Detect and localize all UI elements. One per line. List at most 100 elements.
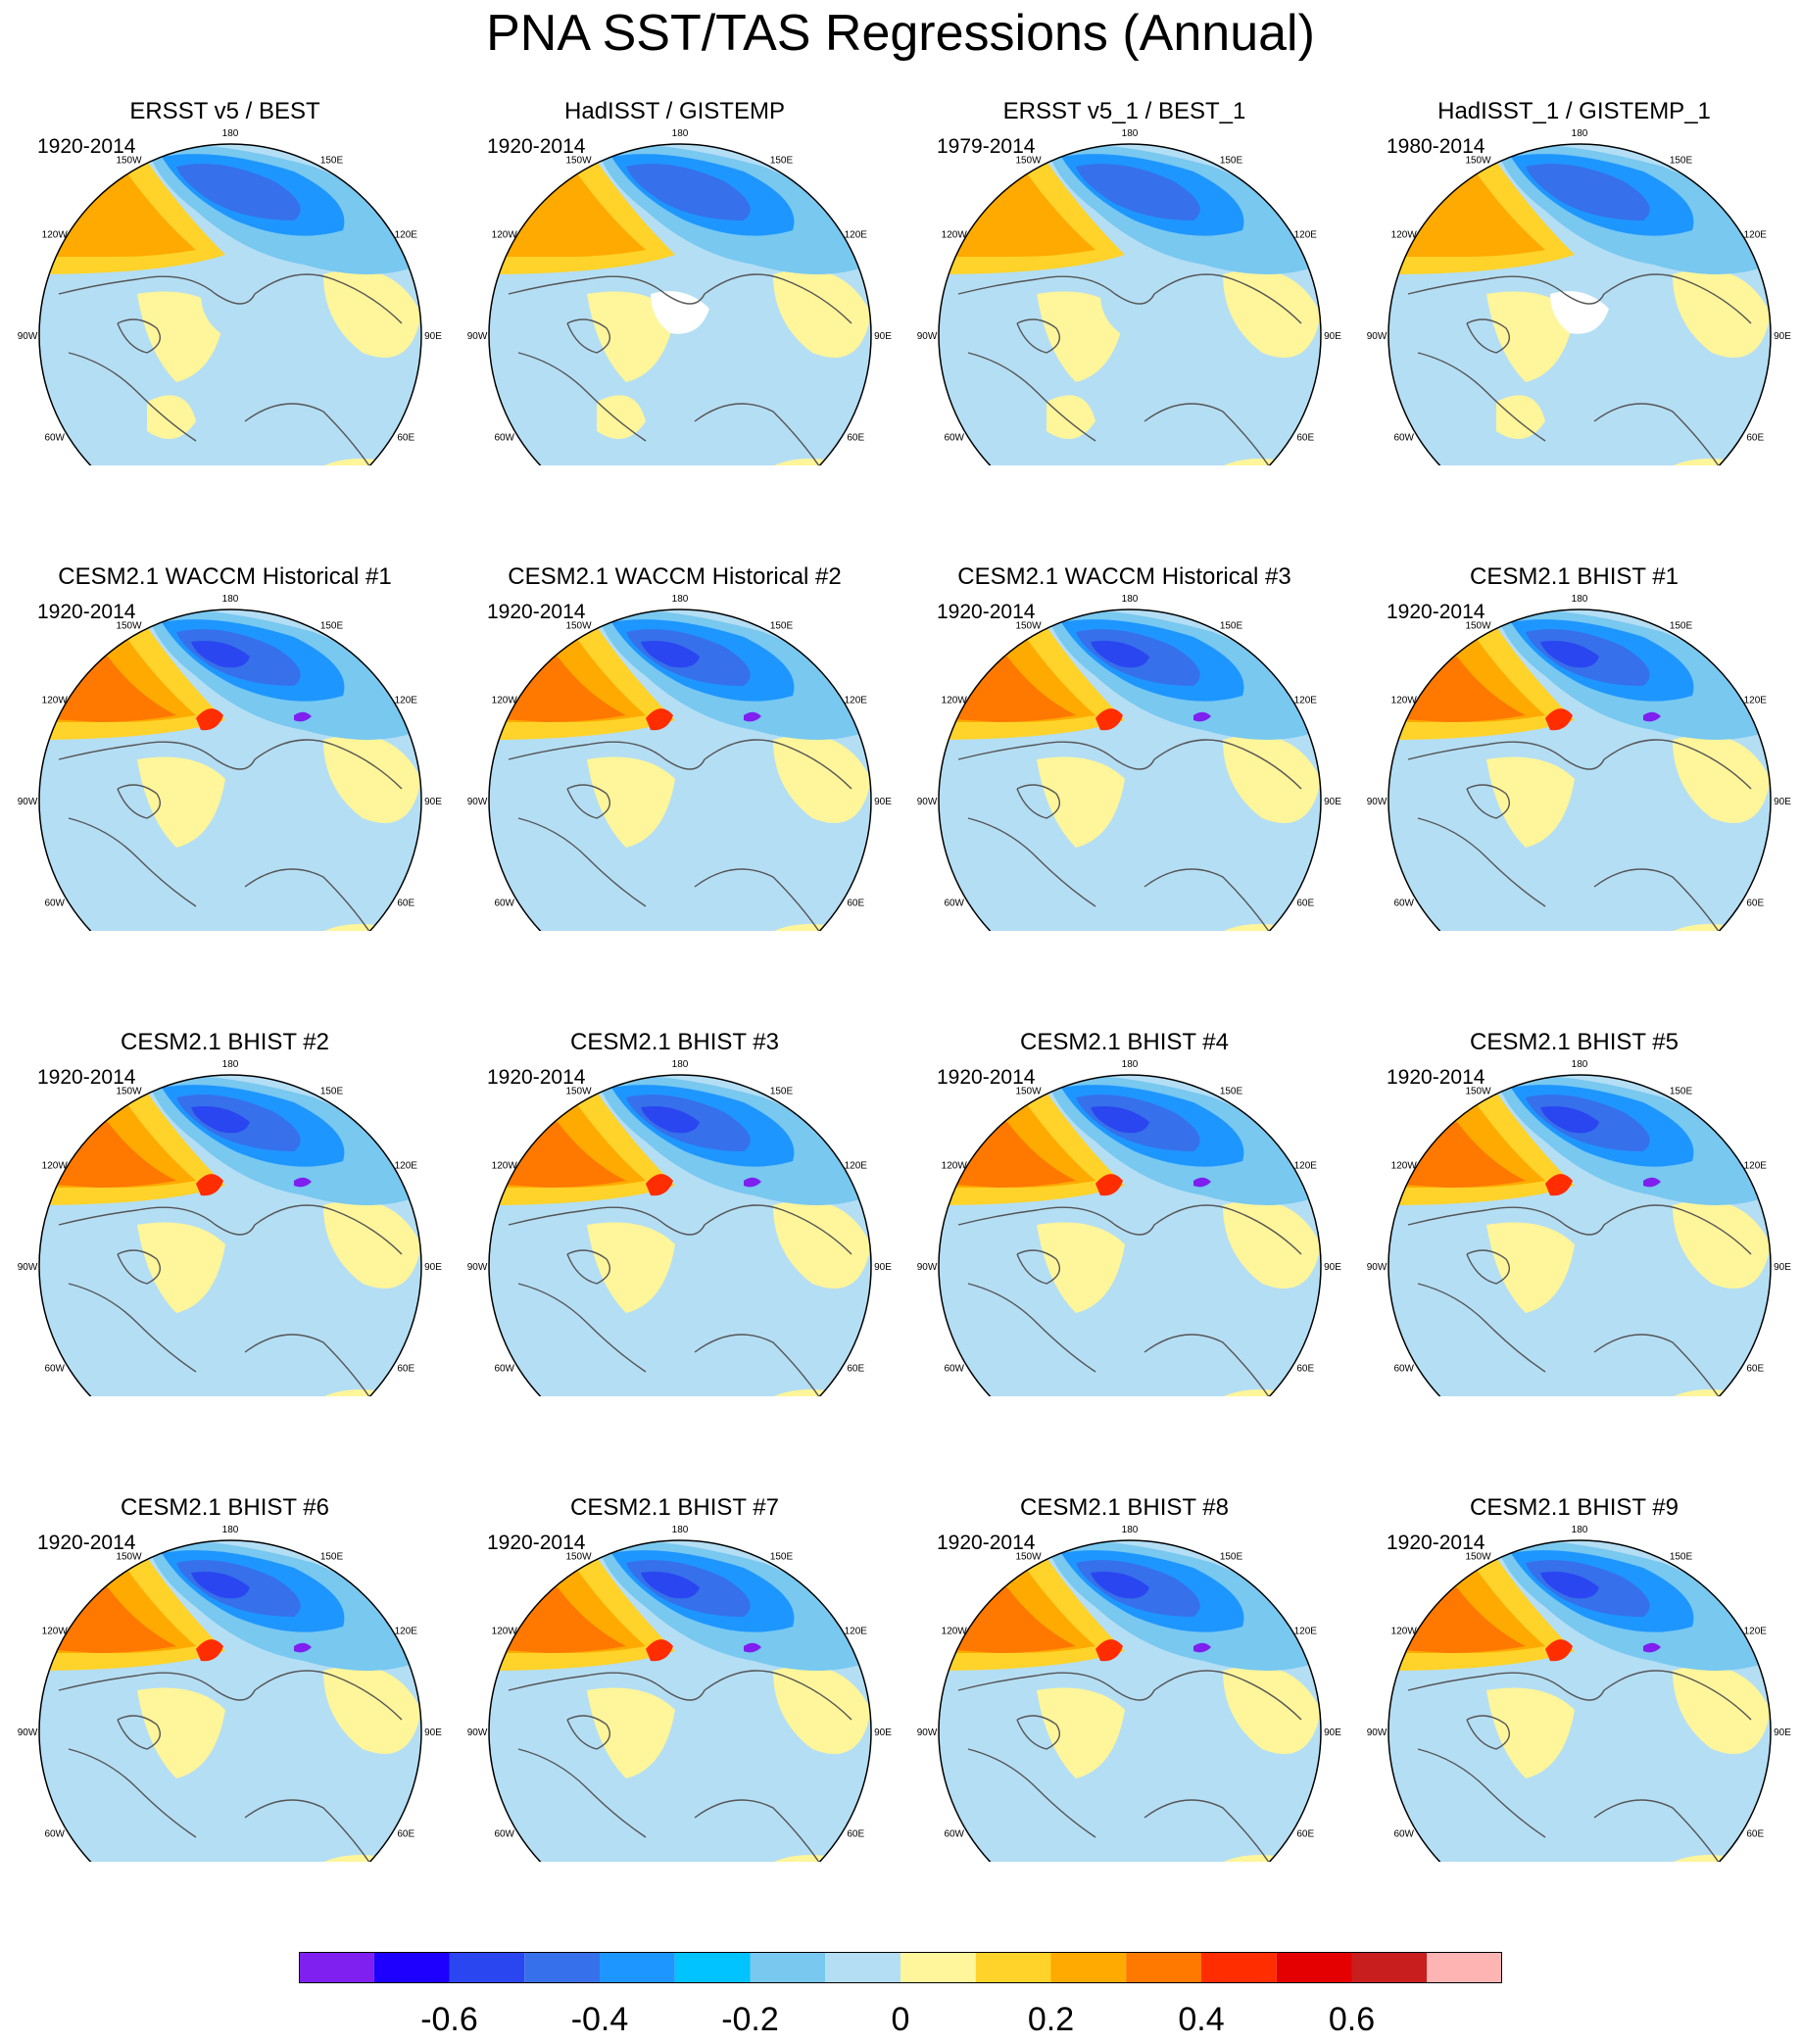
longitude-label: 150W [1465, 1552, 1491, 1563]
panel-title: ERSST v5_1 / BEST_1 [1002, 98, 1246, 124]
longitude-label: 60W [494, 1364, 514, 1375]
longitude-label: 150E [320, 1087, 344, 1097]
longitude-label: 180 [672, 128, 689, 139]
map-panel: 180150E120E90E60E30E030W60W90W120W150WCE… [900, 1396, 1349, 1862]
longitude-label: 180 [222, 1059, 239, 1070]
longitude-label: 120E [395, 1627, 418, 1637]
polar-map: 180150E120E90E60E30E030W60W90W120W150W [467, 594, 892, 931]
longitude-label: 60W [44, 1829, 65, 1840]
longitude-label: 150E [770, 1552, 794, 1563]
panel-title: CESM2.1 BHIST #7 [570, 1494, 779, 1521]
longitude-label: 120E [1744, 696, 1768, 706]
longitude-label: 120E [845, 696, 868, 706]
longitude-label: 150W [1015, 156, 1042, 167]
panel-period: 1980-2014 [1387, 135, 1485, 158]
colorbar-swatch [674, 1952, 751, 1983]
polar-map: 180150E120E90E60E30E030W60W90W120W150W [467, 128, 892, 465]
longitude-label: 150E [320, 621, 344, 632]
coastline [957, 273, 1302, 465]
longitude-label: 90W [18, 1728, 38, 1738]
longitude-label: 60W [944, 1829, 964, 1840]
longitude-label: 150E [1220, 1552, 1243, 1563]
panel-period: 1920-2014 [37, 1066, 136, 1089]
longitude-label: 60W [494, 1829, 514, 1840]
longitude-label: 120E [845, 1161, 868, 1172]
map-panel: 180150E120E90E60E30E030W60W90W120W150WCE… [0, 1396, 450, 1862]
longitude-label: 150W [1015, 1087, 1042, 1097]
colorbar-tick-label: -0.4 [571, 2001, 629, 2038]
coastline [58, 273, 403, 465]
longitude-label: 90E [1324, 797, 1341, 807]
longitude-label: 120W [1391, 696, 1418, 706]
longitude-label: 60W [1393, 899, 1414, 909]
longitude-label: 90E [424, 797, 442, 807]
map-panel: 180150E120E90E60E30E030W60W90W120W150WCE… [1349, 465, 1799, 931]
longitude-label: 150W [1015, 621, 1042, 632]
longitude-label: 90W [18, 331, 38, 342]
regression-field [1388, 1075, 1771, 1396]
longitude-label: 120E [395, 1161, 418, 1172]
longitude-label: 90W [18, 1262, 38, 1273]
longitude-label: 90E [874, 331, 892, 342]
longitude-label: 60W [1393, 1364, 1414, 1375]
colorbar-swatch [900, 1952, 976, 1983]
panel-period: 1920-2014 [1387, 1532, 1485, 1554]
longitude-label: 90W [917, 797, 938, 807]
coastline [58, 739, 403, 931]
longitude-label: 120E [1744, 230, 1768, 241]
longitude-label: 90W [467, 1262, 488, 1273]
longitude-label: 150W [1465, 156, 1491, 167]
longitude-label: 90E [424, 1262, 442, 1273]
longitude-label: 120W [942, 1627, 968, 1637]
longitude-label: 150W [116, 1087, 142, 1097]
polar-map: 180150E120E90E60E30E030W60W90W120W150W [1367, 1059, 1791, 1396]
coastline [508, 1670, 852, 1862]
panel-period: 1920-2014 [37, 1532, 136, 1554]
longitude-label: 180 [1572, 1525, 1588, 1535]
longitude-label: 90E [874, 797, 892, 807]
longitude-label: 90E [1324, 331, 1341, 342]
panel-title: CESM2.1 BHIST #5 [1470, 1029, 1679, 1055]
longitude-label: 150E [770, 621, 794, 632]
longitude-label: 120W [42, 696, 69, 706]
longitude-label: 180 [222, 128, 239, 139]
longitude-label: 120W [42, 1627, 69, 1637]
longitude-label: 90E [424, 1728, 442, 1738]
panel-title: CESM2.1 BHIST #8 [1020, 1494, 1229, 1521]
longitude-label: 60E [397, 433, 414, 444]
regression-field [489, 1540, 871, 1862]
longitude-label: 150E [1220, 156, 1243, 167]
polar-map: 180150E120E90E60E30E030W60W90W120W150W [917, 594, 1341, 931]
longitude-label: 150E [1670, 621, 1693, 632]
longitude-label: 60W [494, 433, 514, 444]
colorbar-swatch [1276, 1952, 1352, 1983]
panel-period: 1920-2014 [1387, 601, 1485, 623]
longitude-label: 60W [494, 899, 514, 909]
regression-field [489, 144, 871, 465]
panel-title: HadISST / GISTEMP [564, 98, 785, 124]
colorbar-tick-label: -0.2 [721, 2001, 779, 2038]
longitude-label: 90W [467, 1728, 488, 1738]
polar-map: 180150E120E90E60E30E030W60W90W120W150W [18, 1059, 442, 1396]
longitude-label: 120E [845, 1627, 868, 1637]
longitude-label: 90W [467, 331, 488, 342]
longitude-label: 90E [424, 331, 442, 342]
regression-field [939, 609, 1321, 931]
polar-map: 180150E120E90E60E30E030W60W90W120W150W [18, 128, 442, 465]
panel-title: CESM2.1 BHIST #9 [1470, 1494, 1679, 1521]
panel-period: 1920-2014 [1387, 1066, 1485, 1089]
longitude-label: 150E [1670, 1552, 1693, 1563]
longitude-label: 120E [1294, 230, 1318, 241]
longitude-label: 120E [1294, 1161, 1318, 1172]
longitude-label: 90W [917, 1262, 938, 1273]
longitude-label: 150W [565, 1552, 592, 1563]
longitude-label: 180 [222, 594, 239, 605]
longitude-label: 150E [1220, 621, 1243, 632]
coastline [1407, 739, 1752, 931]
panel-period: 1920-2014 [37, 601, 136, 623]
longitude-label: 60E [847, 433, 864, 444]
longitude-label: 180 [1122, 1059, 1139, 1070]
longitude-label: 90W [467, 797, 488, 807]
longitude-label: 60E [847, 1829, 864, 1840]
regression-field [939, 1075, 1321, 1396]
